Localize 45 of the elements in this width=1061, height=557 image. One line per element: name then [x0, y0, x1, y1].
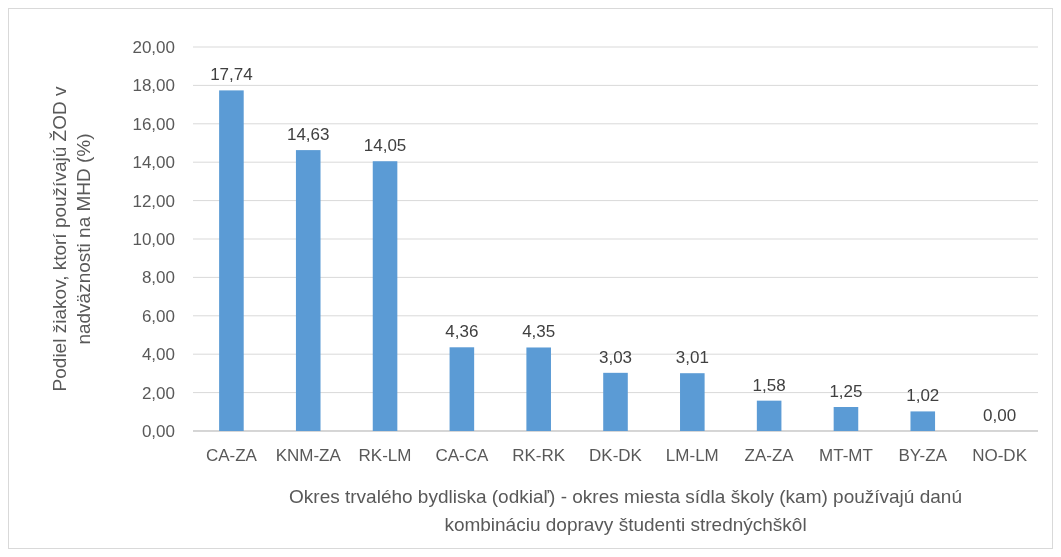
bar	[756, 400, 782, 431]
y-tick-label: 0,00	[141, 421, 175, 441]
y-tick-label: 10,00	[132, 229, 175, 249]
y-tick-label: 16,00	[132, 114, 175, 134]
data-label: 1,25	[829, 382, 863, 401]
x-tick-label: RK-RK	[512, 446, 566, 465]
bar	[603, 372, 628, 431]
data-label: 1,58	[752, 375, 786, 395]
data-label: 4,35	[522, 322, 556, 342]
x-tick-label: ZA-ZA	[744, 446, 795, 465]
y-tick-label: 2,00	[141, 383, 175, 403]
bar	[449, 347, 475, 431]
y-tick-label: 4,00	[141, 345, 175, 365]
data-label: 1,02	[906, 386, 940, 406]
data-label: 0,00	[983, 406, 1017, 425]
x-tick-label: RK-LM	[358, 446, 412, 465]
bar	[372, 161, 398, 431]
data-label: 14,05	[363, 136, 407, 156]
y-tick-label: 18,00	[132, 76, 175, 96]
bar	[680, 373, 705, 431]
y-tick-label: 12,00	[132, 191, 175, 211]
bar	[910, 411, 936, 431]
x-tick-label: DK-DK	[589, 446, 643, 465]
y-tick-label: 14,00	[132, 153, 175, 173]
bar	[526, 347, 551, 431]
data-label: 4,36	[445, 322, 479, 342]
x-tick-label: MT-MT	[819, 446, 873, 465]
x-axis-title: Okres trvalého bydliska (odkiaľ) - okres miesta sídla školy (kam) používajú danú kombináciu dopravy študenti strednýchškôl	[289, 486, 962, 535]
data-label: 17,74	[210, 65, 253, 85]
y-tick-label: 20,00	[132, 37, 175, 57]
y-axis-title: Podiel žiakov, ktorí používajú ŽOD v nadväznosti na MHD (%)	[49, 86, 94, 392]
data-label: 14,63	[286, 125, 330, 145]
x-tick-label: CA-CA	[435, 446, 489, 465]
x-tick-label: KNM-ZA	[275, 446, 342, 465]
bar	[295, 150, 321, 431]
x-tick-label: NO-DK	[972, 446, 1028, 465]
data-label: 3,03	[598, 347, 633, 367]
y-tick-label: 6,00	[141, 306, 175, 326]
bar	[833, 407, 859, 431]
x-tick-label: CA-ZA	[205, 446, 258, 465]
y-tick-label: 8,00	[141, 268, 175, 288]
x-tick-label: BY-ZA	[898, 446, 948, 465]
bar	[219, 90, 244, 431]
data-label: 3,01	[675, 348, 709, 368]
x-tick-label: LM-LM	[665, 446, 719, 465]
